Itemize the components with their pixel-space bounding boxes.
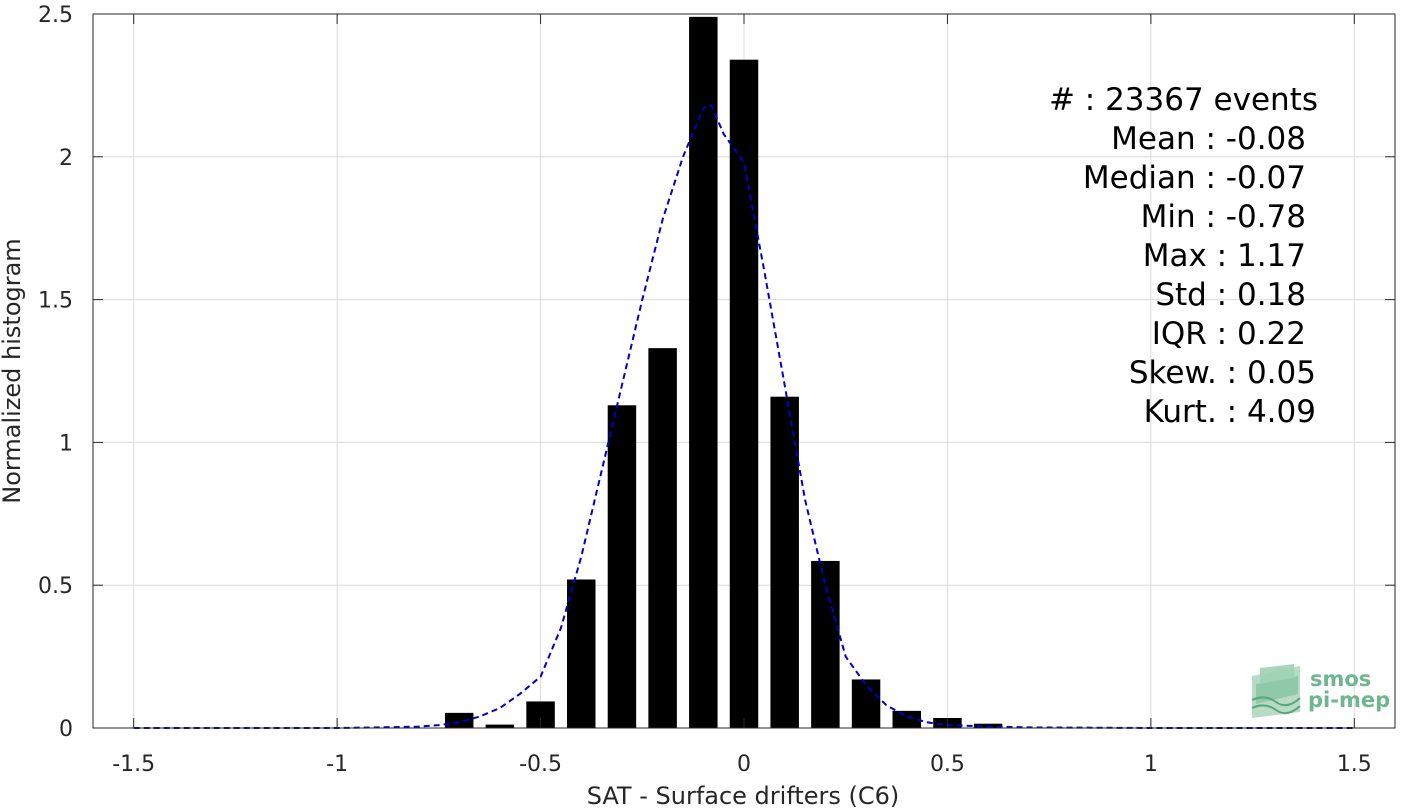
stats-line-5: Std : 0.18 xyxy=(1155,277,1306,313)
axis-ticks xyxy=(93,13,1395,729)
stats-line-0: # : 23367 events xyxy=(1049,82,1318,118)
x-tick-label-0: -1.5 xyxy=(112,752,155,777)
logo-mark-icon xyxy=(1251,664,1301,718)
x-axis-label: SAT - Surface drifters (C6) xyxy=(587,782,900,809)
stats-line-6: IQR : 0.22 xyxy=(1152,316,1306,352)
y-axis-label: Normalized histogram xyxy=(0,238,26,503)
bar-0 xyxy=(444,712,474,728)
bar-1 xyxy=(485,724,515,728)
y-tick-label-5: 2.5 xyxy=(38,3,73,28)
stats-line-8: Kurt. : 4.09 xyxy=(1144,394,1316,430)
y-tick-label-4: 2 xyxy=(59,146,73,171)
bar-10 xyxy=(851,679,881,728)
x-tick-label-4: 0.5 xyxy=(930,752,965,777)
stats-line-2: Median : -0.07 xyxy=(1083,160,1306,196)
y-tick-label-3: 1.5 xyxy=(38,289,73,314)
y-tick-label-2: 1 xyxy=(59,431,73,456)
x-tick-label-2: -0.5 xyxy=(519,752,562,777)
bar-6 xyxy=(689,16,718,728)
logo-line2: pi-mep xyxy=(1308,688,1390,712)
histogram-bars xyxy=(444,16,1003,729)
bar-8 xyxy=(770,396,799,728)
y-tick-label-1: 0.5 xyxy=(38,574,73,599)
x-tick-label-5: 1 xyxy=(1144,752,1158,777)
bar-5 xyxy=(648,348,677,728)
bar-3 xyxy=(567,579,596,728)
x-tick-labels: -1.5 -1 -0.5 0 0.5 1 1.5 xyxy=(112,752,1372,777)
stats-line-3: Min : -0.78 xyxy=(1141,199,1306,235)
stats-line-1: Mean : -0.08 xyxy=(1111,121,1306,157)
smos-pimep-logo: smos pi-mep xyxy=(1251,664,1390,718)
logo-line1: smos xyxy=(1310,667,1371,691)
bar-4 xyxy=(607,405,637,728)
bar-9 xyxy=(811,560,840,728)
bar-11 xyxy=(892,710,921,728)
stats-line-7: Skew. : 0.05 xyxy=(1129,355,1316,391)
y-tick-label-0: 0 xyxy=(59,717,73,742)
y-tick-labels: 0 0.5 1 1.5 2 2.5 xyxy=(38,3,73,742)
bar-7 xyxy=(729,59,759,729)
x-tick-label-1: -1 xyxy=(326,752,348,777)
x-tick-label-6: 1.5 xyxy=(1337,752,1372,777)
stats-line-4: Max : 1.17 xyxy=(1143,238,1306,274)
x-tick-label-3: 0 xyxy=(737,752,751,777)
fit-curve xyxy=(133,104,1355,729)
